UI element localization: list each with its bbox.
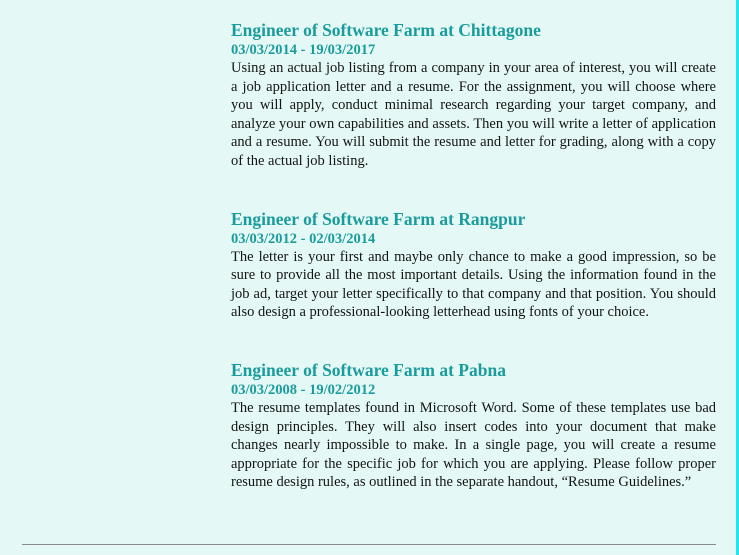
job-title: Engineer of Software Farm at Pabna	[231, 359, 506, 380]
job-description: Using an actual job listing from a compa…	[231, 60, 716, 169]
job-entry: Engineer of Software Farm at Chittagone …	[231, 19, 716, 171]
experience-section: Engineer of Software Farm at Chittagone …	[231, 19, 716, 492]
job-title: Engineer of Software Farm at Chittagone	[231, 20, 541, 40]
job-dates: 03/03/2012 - 02/03/2014	[231, 230, 376, 247]
job-entry: Engineer of Software Farm at Rangpur 03/…	[231, 208, 716, 322]
section-divider	[22, 544, 716, 545]
job-description: The letter is your first and maybe only …	[231, 248, 716, 321]
job-dates: 03/03/2008 - 19/02/2012	[231, 381, 376, 398]
page-edge-border	[736, 0, 739, 555]
job-title: Engineer of Software Farm at Rangpur	[231, 208, 526, 229]
job-dates: 03/03/2014 - 19/03/2017	[231, 42, 376, 58]
job-entry: Engineer of Software Farm at Pabna 03/03…	[231, 359, 716, 492]
job-description: The resume templates found in Microsoft …	[231, 399, 716, 491]
